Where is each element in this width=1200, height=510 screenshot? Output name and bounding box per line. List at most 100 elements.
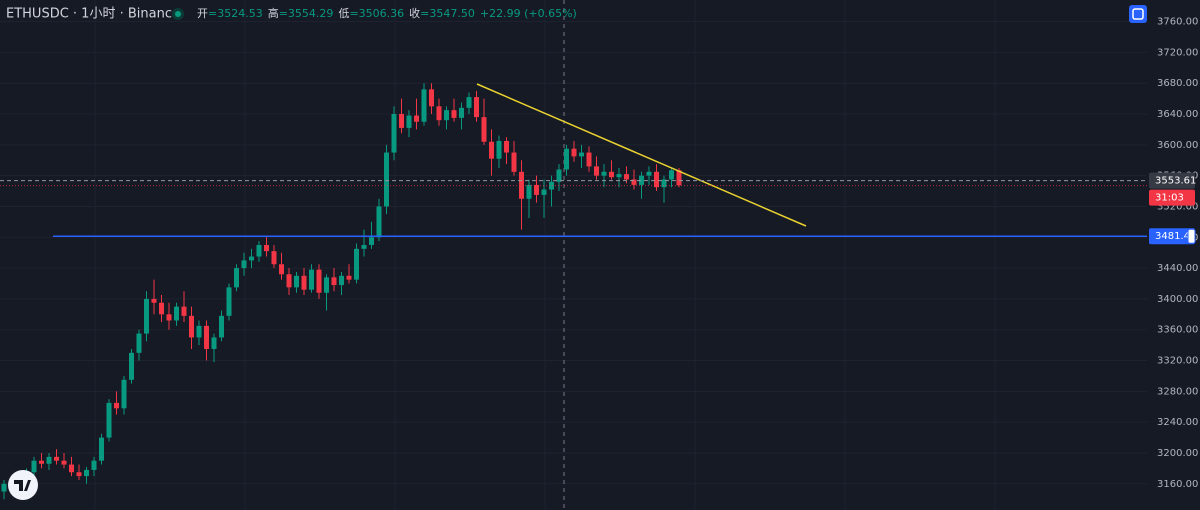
y-tick-label: 3440.00 [1157, 263, 1198, 274]
candle-body [496, 140, 502, 159]
candle-body [481, 117, 487, 142]
candle-body [361, 244, 367, 249]
candle-body [511, 152, 517, 172]
candle-body [264, 244, 269, 252]
candle-body [571, 148, 577, 157]
candle-body [594, 166, 599, 176]
candle-body [549, 181, 554, 190]
candle-body [414, 115, 419, 122]
y-tick-label: 3200.00 [1157, 448, 1198, 459]
countdown-box [1149, 189, 1195, 206]
candle-body [294, 275, 299, 288]
candle-body [279, 264, 284, 275]
candle-body [31, 460, 37, 473]
current-price-box [1149, 172, 1195, 189]
price-change: +22.99 (+0.65%) [480, 7, 577, 20]
ohlc-label: 高 [268, 6, 279, 20]
y-tick-label: 3680.00 [1157, 78, 1198, 89]
ohlc-value: =3547.50 [420, 7, 475, 20]
candle-body [121, 379, 127, 409]
candle-body [556, 169, 562, 182]
candle-body [534, 184, 539, 195]
settings-button[interactable] [1129, 5, 1147, 23]
candle-body [399, 114, 404, 128]
y-tick-label: 3640.00 [1157, 109, 1198, 120]
candle-body [114, 402, 119, 409]
candle-body [564, 148, 569, 170]
candle-body [196, 325, 202, 338]
price-axis [1147, 0, 1200, 510]
candle-body [234, 268, 239, 288]
candle-body [54, 456, 59, 461]
settings-icon [1132, 8, 1144, 20]
logo-mark [14, 480, 31, 491]
candle-body [444, 110, 449, 121]
candle-body [466, 97, 472, 108]
candle-body [69, 464, 74, 473]
candle-body [459, 107, 464, 118]
symbol-title[interactable]: ETHUSDC · 1小时 · Binance [6, 7, 180, 22]
candle-body [324, 277, 329, 293]
candle-body [181, 306, 187, 316]
candle-body [91, 460, 97, 470]
y-tick-label: 3520.00 [1157, 201, 1198, 212]
candle-body [654, 171, 659, 188]
candle-body [256, 244, 262, 257]
vertical-grid [94, 0, 996, 510]
candle-body [624, 174, 629, 180]
ohlc-value: =3554.29 [279, 7, 334, 20]
candle-body [1, 483, 7, 492]
y-tick-label: 3360.00 [1157, 325, 1198, 336]
candle-body [526, 184, 532, 199]
candle-body [166, 314, 172, 321]
candle-body [541, 189, 547, 195]
candle-body [436, 106, 442, 121]
candle-body [76, 472, 82, 477]
candle-body [384, 152, 389, 207]
candle-body [616, 174, 622, 178]
level-price-box [1149, 228, 1195, 245]
candle-body [331, 277, 337, 286]
candle-body [346, 275, 352, 280]
y-tick-label: 3400.00 [1157, 294, 1198, 305]
ohlc-label: 低 [338, 7, 349, 20]
candle-body [271, 251, 277, 265]
candle-body [421, 89, 427, 122]
level-handle [1187, 228, 1196, 244]
candle-body [676, 170, 682, 186]
candle-body [129, 352, 134, 380]
candle-body [241, 260, 247, 269]
ohlc-label: 开 [197, 7, 208, 20]
candle-body [151, 298, 157, 303]
candle-body [391, 114, 397, 153]
candle-body [39, 460, 44, 464]
candle-body [174, 306, 179, 321]
candle-body [579, 152, 584, 157]
candle-body [519, 171, 524, 199]
candle-body [429, 89, 434, 107]
candle-body [61, 460, 67, 465]
countdown-label: 31:03 [1155, 193, 1184, 204]
y-tick-label: 3160.00 [1157, 479, 1198, 490]
ohlc-label: 收 [409, 6, 420, 20]
candle-body [46, 456, 52, 464]
ohlc-value: =3524.53 [208, 7, 263, 20]
candle-body [586, 152, 592, 167]
candle-body [159, 302, 164, 315]
candle-body [99, 437, 104, 461]
y-tick-label: 3720.00 [1157, 47, 1198, 58]
candle-body [646, 171, 652, 176]
candle-body [504, 140, 509, 153]
candle-body [639, 175, 644, 185]
candle-body [249, 256, 254, 261]
trend-line[interactable] [476, 83, 807, 227]
ohlc-value: =3506.36 [349, 7, 404, 20]
candle-body [354, 248, 359, 280]
candle-body [661, 179, 667, 188]
candle-body [211, 337, 217, 349]
candle-body [136, 333, 142, 353]
candle-body [669, 170, 674, 180]
current-price-label: 3553.61 [1155, 176, 1196, 187]
candle-body [106, 402, 112, 438]
